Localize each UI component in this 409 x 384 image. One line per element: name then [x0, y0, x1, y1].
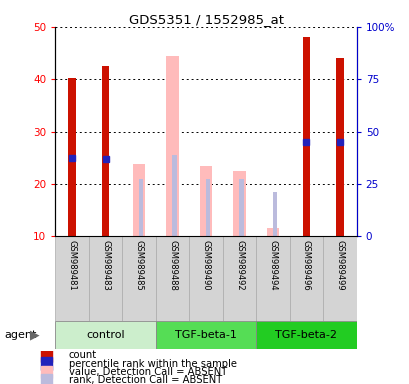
Text: rank, Detection Call = ABSENT: rank, Detection Call = ABSENT [69, 375, 222, 384]
Bar [172, 155, 176, 236]
Title: GDS5351 / 1552985_at: GDS5351 / 1552985_at [128, 13, 283, 26]
Text: TGF-beta-2: TGF-beta-2 [275, 330, 337, 340]
Text: GSM989499: GSM989499 [335, 240, 344, 291]
Bar [155, 236, 189, 321]
Bar [199, 166, 212, 236]
Bar [256, 321, 356, 349]
Text: TGF-beta-1: TGF-beta-1 [175, 330, 236, 340]
Text: GSM989481: GSM989481 [67, 240, 76, 291]
Bar [205, 179, 210, 236]
Bar [189, 236, 222, 321]
Bar [138, 179, 143, 236]
Text: GSM989492: GSM989492 [234, 240, 243, 291]
Bar [166, 56, 178, 236]
Bar [41, 366, 52, 378]
Bar [89, 236, 122, 321]
Bar [102, 66, 109, 236]
Bar [41, 358, 52, 370]
Text: agent: agent [4, 330, 36, 340]
Bar [302, 37, 309, 236]
Text: control: control [86, 330, 125, 340]
Bar [55, 236, 89, 321]
Bar [55, 321, 155, 349]
Text: GSM989494: GSM989494 [268, 240, 277, 291]
Text: GSM989496: GSM989496 [301, 240, 310, 291]
Bar [122, 236, 155, 321]
Bar [272, 192, 276, 236]
Bar [289, 236, 322, 321]
Bar [322, 236, 356, 321]
Bar [233, 171, 245, 236]
Bar [335, 58, 343, 236]
Bar [222, 236, 256, 321]
Text: count: count [69, 351, 97, 361]
Text: ▶: ▶ [29, 329, 39, 341]
Bar [155, 321, 256, 349]
Text: GSM989483: GSM989483 [101, 240, 110, 291]
Bar [266, 228, 279, 236]
Bar [68, 78, 76, 236]
Bar [41, 374, 52, 384]
Bar [41, 349, 52, 362]
Text: GSM989488: GSM989488 [168, 240, 177, 291]
Text: GSM989490: GSM989490 [201, 240, 210, 291]
Text: value, Detection Call = ABSENT: value, Detection Call = ABSENT [69, 367, 227, 377]
Bar [256, 236, 289, 321]
Bar [238, 179, 243, 236]
Text: GSM989485: GSM989485 [134, 240, 143, 291]
Text: percentile rank within the sample: percentile rank within the sample [69, 359, 236, 369]
Bar [133, 164, 145, 236]
